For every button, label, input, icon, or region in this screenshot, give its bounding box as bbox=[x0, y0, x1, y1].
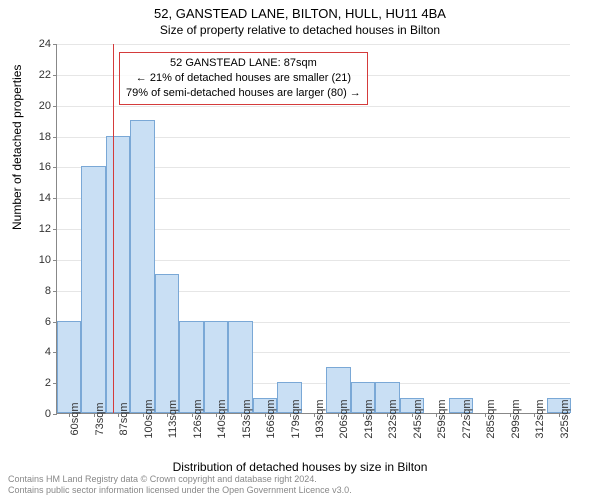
bar bbox=[106, 136, 130, 414]
annotation-line: ← 21% of detached houses are smaller (21… bbox=[126, 71, 361, 86]
ytick-mark bbox=[53, 291, 57, 292]
xtick-label: 73sqm bbox=[94, 402, 106, 435]
y-axis-title: Number of detached properties bbox=[10, 65, 24, 230]
xtick-label: 60sqm bbox=[69, 402, 81, 435]
xtick-label: 259sqm bbox=[436, 399, 448, 438]
bar bbox=[81, 166, 105, 413]
bar bbox=[57, 321, 81, 414]
xtick-label: 272sqm bbox=[461, 399, 473, 438]
chart-title-line2: Size of property relative to detached ho… bbox=[0, 23, 600, 37]
footer-attribution: Contains HM Land Registry data © Crown c… bbox=[8, 474, 352, 497]
ytick-label: 8 bbox=[45, 285, 51, 297]
x-axis-title: Distribution of detached houses by size … bbox=[0, 460, 600, 474]
xtick-label: 232sqm bbox=[387, 399, 399, 438]
ytick-label: 12 bbox=[39, 223, 51, 235]
ytick-mark bbox=[53, 75, 57, 76]
xtick-label: 299sqm bbox=[510, 399, 522, 438]
ytick-label: 6 bbox=[45, 316, 51, 328]
ytick-mark bbox=[53, 414, 57, 415]
ytick-mark bbox=[53, 167, 57, 168]
gridline bbox=[57, 44, 570, 45]
xtick-label: 140sqm bbox=[216, 399, 228, 438]
ytick-label: 20 bbox=[39, 100, 51, 112]
ytick-label: 24 bbox=[39, 38, 51, 50]
xtick-label: 219sqm bbox=[363, 399, 375, 438]
ytick-mark bbox=[53, 229, 57, 230]
ytick-label: 2 bbox=[45, 377, 51, 389]
xtick-label: 206sqm bbox=[338, 399, 350, 438]
ytick-mark bbox=[53, 44, 57, 45]
ytick-label: 14 bbox=[39, 192, 51, 204]
xtick-label: 245sqm bbox=[412, 399, 424, 438]
annotation-line: 79% of semi-detached houses are larger (… bbox=[126, 86, 361, 101]
ytick-label: 22 bbox=[39, 69, 51, 81]
annotation-line: 52 GANSTEAD LANE: 87sqm bbox=[126, 56, 361, 71]
ytick-label: 4 bbox=[45, 346, 51, 358]
xtick-label: 166sqm bbox=[265, 399, 277, 438]
xtick-label: 312sqm bbox=[534, 399, 546, 438]
bar bbox=[130, 120, 154, 413]
ytick-mark bbox=[53, 260, 57, 261]
footer-line2: Contains public sector information licen… bbox=[8, 485, 352, 496]
xtick-label: 325sqm bbox=[559, 399, 571, 438]
xtick-label: 285sqm bbox=[485, 399, 497, 438]
footer-line1: Contains HM Land Registry data © Crown c… bbox=[8, 474, 352, 485]
xtick-label: 153sqm bbox=[241, 399, 253, 438]
ytick-mark bbox=[53, 137, 57, 138]
ytick-label: 0 bbox=[45, 408, 51, 420]
ytick-label: 10 bbox=[39, 254, 51, 266]
marker-line bbox=[113, 44, 114, 413]
xtick-label: 126sqm bbox=[192, 399, 204, 438]
xtick-label: 179sqm bbox=[290, 399, 302, 438]
gridline bbox=[57, 106, 570, 107]
annotation-box: 52 GANSTEAD LANE: 87sqm← 21% of detached… bbox=[119, 52, 368, 105]
ytick-label: 18 bbox=[39, 131, 51, 143]
xtick-label: 87sqm bbox=[118, 402, 130, 435]
chart-area: 02468101214161820222460sqm73sqm87sqm100s… bbox=[56, 44, 570, 414]
xtick-label: 113sqm bbox=[167, 400, 179, 438]
chart-title-block: 52, GANSTEAD LANE, BILTON, HULL, HU11 4B… bbox=[0, 0, 600, 37]
ytick-label: 16 bbox=[39, 161, 51, 173]
xtick-label: 193sqm bbox=[314, 399, 326, 438]
chart-title-line1: 52, GANSTEAD LANE, BILTON, HULL, HU11 4B… bbox=[0, 6, 600, 21]
ytick-mark bbox=[53, 198, 57, 199]
ytick-mark bbox=[53, 106, 57, 107]
bar bbox=[155, 274, 179, 413]
xtick-label: 100sqm bbox=[143, 399, 155, 438]
plot-area: 02468101214161820222460sqm73sqm87sqm100s… bbox=[56, 44, 570, 414]
